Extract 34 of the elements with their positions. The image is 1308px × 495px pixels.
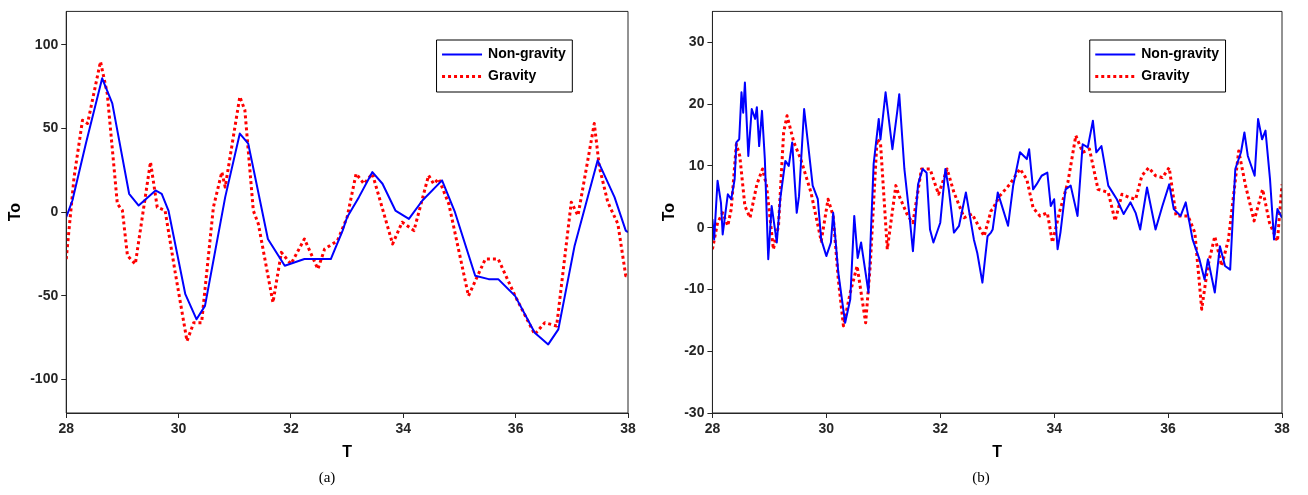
legend-label: Non-gravity: [488, 45, 567, 62]
y-tick-label: -20: [684, 342, 705, 359]
x-tick-label: 34: [1046, 420, 1063, 437]
text: (a): [317, 468, 337, 487]
y-tick-label: -50: [37, 286, 59, 303]
y-tick-label: 100: [34, 35, 59, 52]
x-axis-title: T: [342, 442, 353, 460]
y-tick-label: -100: [30, 370, 59, 387]
x-tick-label: 34: [395, 420, 412, 437]
y-tick-label: 0: [696, 218, 705, 235]
x-tick-label: 36: [1160, 420, 1177, 437]
x-tick-label: 28: [58, 420, 75, 437]
x-tick-label: 28: [704, 420, 721, 437]
legend-label: Non-gravity: [1141, 45, 1220, 62]
x-tick-label: 32: [932, 420, 949, 437]
y-tick-label: 30: [688, 33, 705, 50]
legend-label: Gravity: [1141, 67, 1190, 84]
x-tick-label: 38: [620, 420, 636, 437]
x-axis-title: T: [992, 442, 1003, 460]
x-tick-label: 32: [283, 420, 299, 437]
y-axis-title: To: [6, 202, 24, 222]
y-axis-title: To: [660, 202, 678, 222]
y-tick-label: 20: [688, 94, 705, 111]
x-tick-label: 30: [818, 420, 835, 437]
y-tick-label: 50: [42, 119, 59, 136]
y-tick-label: 0: [50, 203, 59, 220]
legend-label: Gravity: [488, 67, 537, 84]
x-tick-label: 36: [507, 420, 524, 437]
y-tick-label: -10: [684, 280, 705, 297]
y-tick-label: -30: [684, 403, 705, 420]
x-tick-label: 30: [170, 420, 187, 437]
x-tick-label: 38: [1274, 420, 1290, 437]
y-tick-label: 10: [688, 156, 705, 173]
text: (b): [971, 468, 991, 487]
